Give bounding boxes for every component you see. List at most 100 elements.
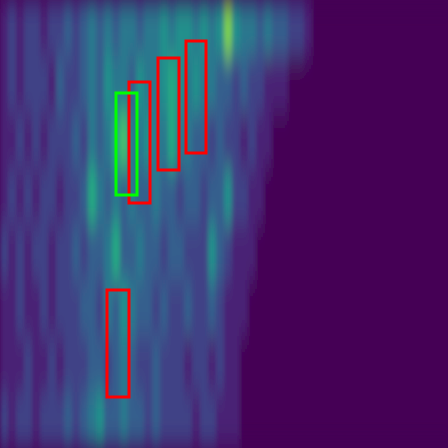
heat-cell bbox=[152, 224, 161, 281]
bounding-box bbox=[186, 41, 206, 153]
heat-cell bbox=[136, 224, 145, 281]
heat-cell bbox=[248, 392, 257, 448]
heat-cell bbox=[216, 392, 225, 448]
heat-cell bbox=[264, 280, 273, 337]
heat-cell bbox=[376, 0, 385, 57]
heat-cell bbox=[216, 56, 225, 113]
heat-cell bbox=[0, 392, 9, 448]
heat-cell bbox=[208, 0, 217, 57]
heat-cell bbox=[216, 0, 225, 57]
heat-cell bbox=[312, 392, 321, 448]
heat-cell bbox=[120, 392, 129, 448]
heat-cell bbox=[264, 392, 273, 448]
heat-cell bbox=[424, 224, 433, 281]
heat-cell bbox=[64, 392, 73, 448]
heat-cell bbox=[240, 224, 249, 281]
heat-cell bbox=[416, 392, 425, 448]
heat-cell bbox=[248, 224, 257, 281]
heat-cell bbox=[208, 56, 217, 113]
heat-cell bbox=[352, 336, 361, 393]
heat-cell bbox=[416, 56, 425, 113]
heat-cell bbox=[400, 168, 409, 225]
heat-cell bbox=[8, 392, 17, 448]
heat-cell bbox=[24, 280, 33, 337]
heat-cell bbox=[40, 392, 49, 448]
heat-cell bbox=[312, 280, 321, 337]
heat-cell bbox=[264, 224, 273, 281]
heat-cell bbox=[128, 392, 137, 448]
heat-cell bbox=[344, 392, 353, 448]
heat-cell bbox=[8, 336, 17, 393]
heat-cell bbox=[192, 280, 201, 337]
heat-cell bbox=[40, 168, 49, 225]
heat-cell bbox=[96, 0, 105, 57]
heat-cell bbox=[392, 112, 401, 169]
heat-cell bbox=[296, 56, 305, 113]
heat-cell bbox=[120, 112, 129, 169]
heat-cell bbox=[32, 0, 41, 57]
heat-cell bbox=[432, 280, 441, 337]
heat-cell bbox=[112, 224, 121, 281]
heat-cell bbox=[184, 168, 193, 225]
heat-cell bbox=[72, 0, 81, 57]
heat-cell bbox=[88, 280, 97, 337]
heat-cell bbox=[312, 112, 321, 169]
heat-cell bbox=[232, 224, 241, 281]
heat-cell bbox=[32, 168, 41, 225]
heat-cell bbox=[336, 280, 345, 337]
heat-cell bbox=[440, 280, 448, 337]
heat-cell bbox=[136, 336, 145, 393]
heat-cell bbox=[272, 336, 281, 393]
heat-cell bbox=[168, 336, 177, 393]
heat-cell bbox=[440, 56, 448, 113]
heat-cell bbox=[208, 112, 217, 169]
heat-cell bbox=[16, 0, 25, 57]
heat-cell bbox=[200, 280, 209, 337]
heat-cell bbox=[200, 392, 209, 448]
heat-cell bbox=[208, 336, 217, 393]
heat-cell bbox=[144, 0, 153, 57]
heat-cell bbox=[128, 224, 137, 281]
heat-cell bbox=[0, 336, 9, 393]
heat-cell bbox=[48, 112, 57, 169]
heat-cell bbox=[0, 56, 9, 113]
heat-cell bbox=[320, 112, 329, 169]
heat-cell bbox=[120, 280, 129, 337]
heat-cell bbox=[432, 112, 441, 169]
heat-cell bbox=[56, 280, 65, 337]
heat-cell bbox=[232, 168, 241, 225]
heat-cell bbox=[256, 280, 265, 337]
heat-cell bbox=[376, 112, 385, 169]
heat-cell bbox=[8, 56, 17, 113]
heat-cell bbox=[152, 392, 161, 448]
heat-cell bbox=[368, 0, 377, 57]
background bbox=[0, 0, 448, 448]
heat-cell bbox=[72, 112, 81, 169]
heat-cell bbox=[16, 392, 25, 448]
heat-cell bbox=[392, 392, 401, 448]
heat-cell bbox=[56, 56, 65, 113]
heat-cell bbox=[168, 280, 177, 337]
heat-cell bbox=[184, 224, 193, 281]
heat-cell bbox=[240, 336, 249, 393]
heat-cell bbox=[192, 112, 201, 169]
heat-cell bbox=[424, 112, 433, 169]
heat-cell bbox=[368, 56, 377, 113]
heat-cell bbox=[104, 56, 113, 113]
heat-cell bbox=[280, 336, 289, 393]
heat-cell bbox=[32, 336, 41, 393]
heat-cell bbox=[384, 392, 393, 448]
heat-cell bbox=[72, 168, 81, 225]
heat-cell bbox=[48, 280, 57, 337]
heat-cell bbox=[96, 112, 105, 169]
heat-cell bbox=[384, 112, 393, 169]
heat-cell bbox=[280, 280, 289, 337]
heat-cell bbox=[280, 392, 289, 448]
heat-cell bbox=[0, 168, 9, 225]
heat-cell bbox=[80, 336, 89, 393]
heat-cell bbox=[184, 336, 193, 393]
heat-cell bbox=[72, 280, 81, 337]
heat-cell bbox=[216, 168, 225, 225]
heat-cell bbox=[88, 168, 97, 225]
heat-cell bbox=[416, 0, 425, 57]
